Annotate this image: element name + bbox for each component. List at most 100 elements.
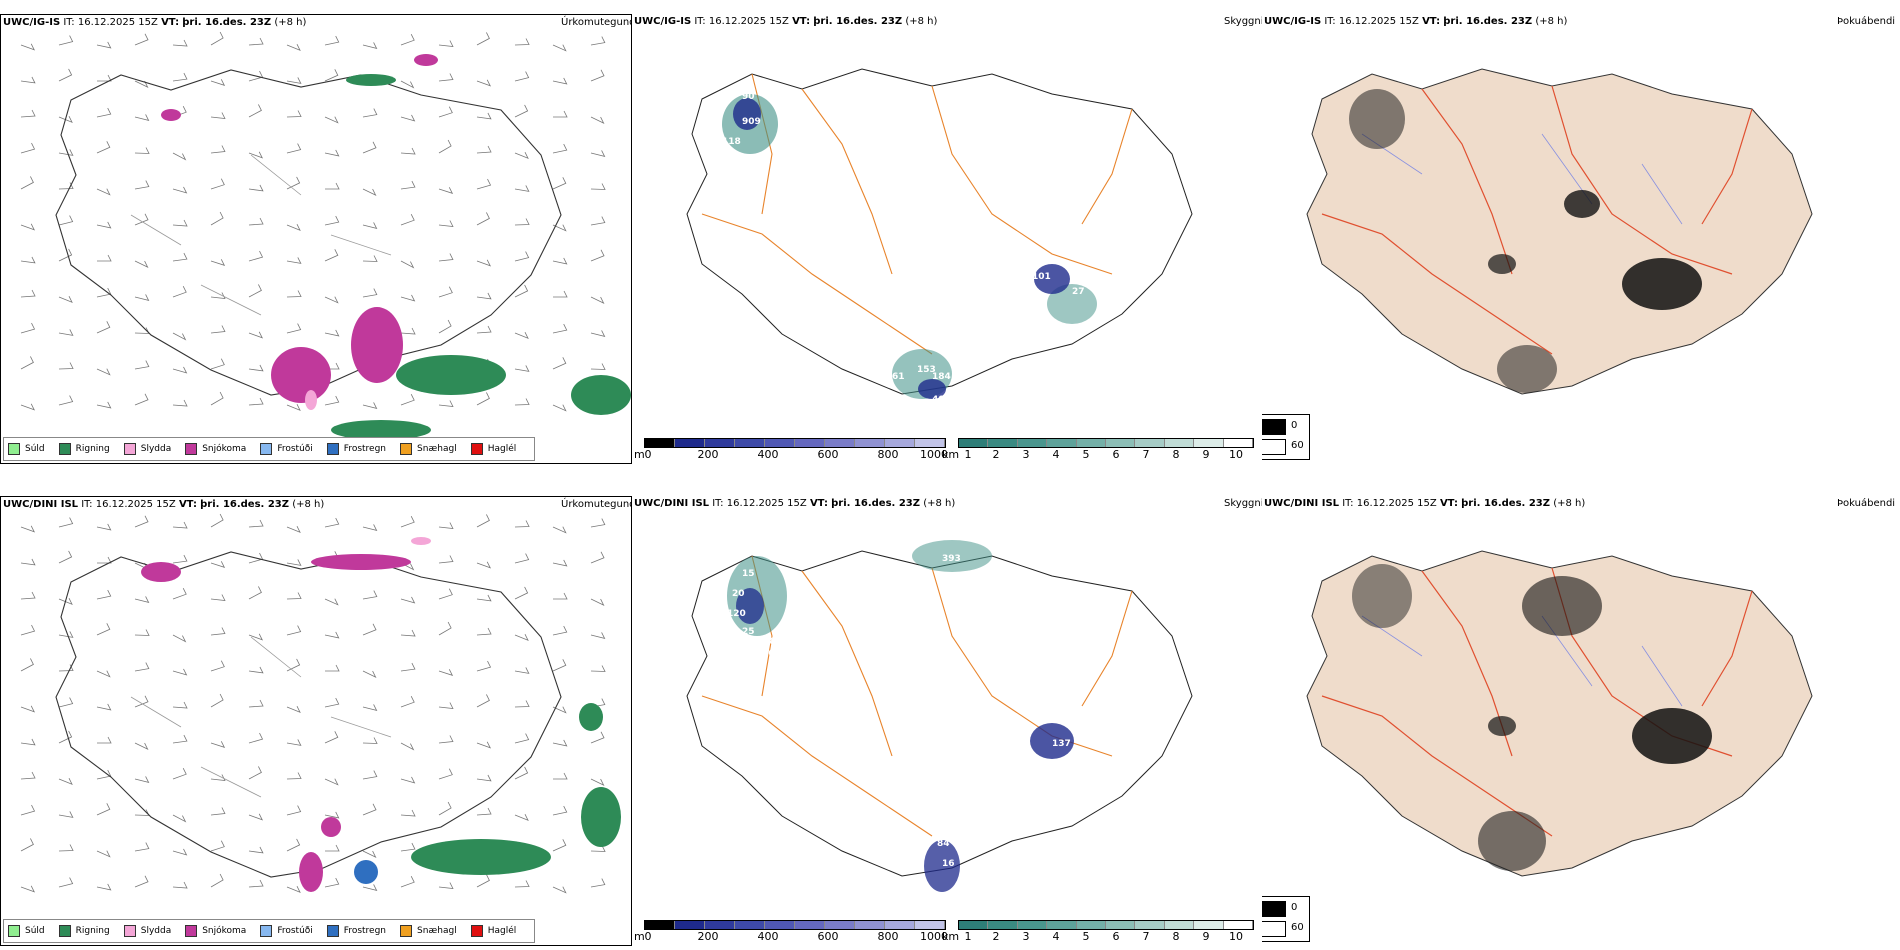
wind-barb [172,848,188,856]
wind-barb [58,517,74,528]
wind-barb [248,151,264,159]
wind-barb [324,517,340,528]
wind-barb [514,218,530,226]
wind-barb [590,116,605,124]
wind-barb [324,811,340,819]
wind-barb [20,658,34,672]
wind-barb [172,72,188,82]
wind-barb [20,322,36,334]
wind-barb [172,152,187,161]
depth-label: 153 [917,365,936,375]
wind-barb [514,185,530,192]
wind-barb [286,176,301,190]
wind-barb [20,43,36,51]
wind-barb [324,215,340,226]
legend-swatch [326,443,339,455]
legend-swatch [123,443,136,455]
legend-label: Rigning [75,444,110,454]
road-network [701,73,1133,355]
fog-title: Þokuábendi [1837,16,1896,27]
wind-barb [210,594,226,601]
wind-barb [476,392,490,406]
wind-barb [553,592,568,600]
legend-item: Snæhagl [400,443,457,455]
wind-barb [362,288,378,298]
wind-barb [134,875,149,888]
wind-barb [400,394,415,406]
wind-barb [590,330,606,337]
panel-header: UWC/DINI ISL IT: 16.12.2025 15Z VT: þri.… [3,499,325,510]
wind-barb [96,221,112,229]
wind-barb [438,319,452,334]
wind-barb [172,554,188,564]
wind-barb [286,110,302,118]
wind-barb [134,80,149,88]
wind-barb [286,886,301,893]
wind-barb [590,845,606,852]
wind-barb [400,516,415,528]
wind-barb [590,551,605,564]
wind-barb [20,771,36,780]
wind-barb [248,364,264,372]
wind-barb [210,112,226,119]
fog-colorbar: 0 60 [1262,896,1310,942]
legend-label: Snæhagl [417,926,457,936]
wind-barb [210,660,225,672]
cloud-title: Skyggni [1224,16,1262,27]
wind-barb [134,260,149,268]
wind-barb [134,393,149,406]
wind-barb [400,629,416,637]
wind-barb [210,211,224,226]
wind-barb [400,809,416,817]
wind-barb [97,254,112,262]
wind-barb [20,705,36,713]
legend-item: Frostúði [260,925,313,937]
precip-legend: Súld Rigning Slydda Snjókoma Frostúði Frostre… [3,919,536,943]
wind-barb [324,598,339,606]
wind-barb [325,664,340,672]
road-network [701,555,1133,837]
wind-barb [210,627,226,636]
legend-swatch [400,925,413,937]
wind-barb [286,559,302,566]
wind-barb [134,629,150,636]
wind-barb [324,697,340,708]
cloud-title: Skyggni [1224,498,1262,509]
wind-barb [362,884,378,891]
wind-barb [362,141,377,154]
wind-barb [514,586,529,600]
wind-barb [362,108,378,118]
depth-label: 110 [862,252,881,262]
km-colorbar: km 1 2 3 4 5 6 7 8 9 10 [942,920,1254,943]
wind-barb [552,839,567,852]
wind-barb [58,631,74,638]
fog-title: Þokuábendi [1837,498,1896,509]
wind-barb [96,703,112,711]
wind-barb [286,772,302,780]
wind-barb [400,596,416,604]
wind-barb [248,699,264,708]
legend-label: Súld [25,926,45,936]
wind-barb [58,877,74,888]
legend-swatch [326,925,339,937]
wind-barb [552,77,568,85]
wind-barb [476,212,490,226]
wind-barb [58,362,74,370]
wind-barb [96,523,112,531]
wind-barb [248,846,264,854]
wind-barb [20,223,36,231]
panel-header: UWC/IG-IS IT: 16.12.2025 15Z VT: þri. 16… [3,17,307,28]
depth-label: 184 [932,372,951,382]
wind-barb [172,286,187,298]
wind-barb [248,184,264,192]
wind-barb [552,177,567,190]
wind-barb [400,294,416,302]
wind-barb [210,259,226,266]
wind-barb [514,667,530,674]
legend-label: Frostúði [277,444,313,454]
wind-barb [438,735,454,744]
wind-barb [210,178,225,190]
wind-barb [438,286,453,298]
legend-label: Frostregn [343,444,387,454]
wind-barb [286,257,302,264]
